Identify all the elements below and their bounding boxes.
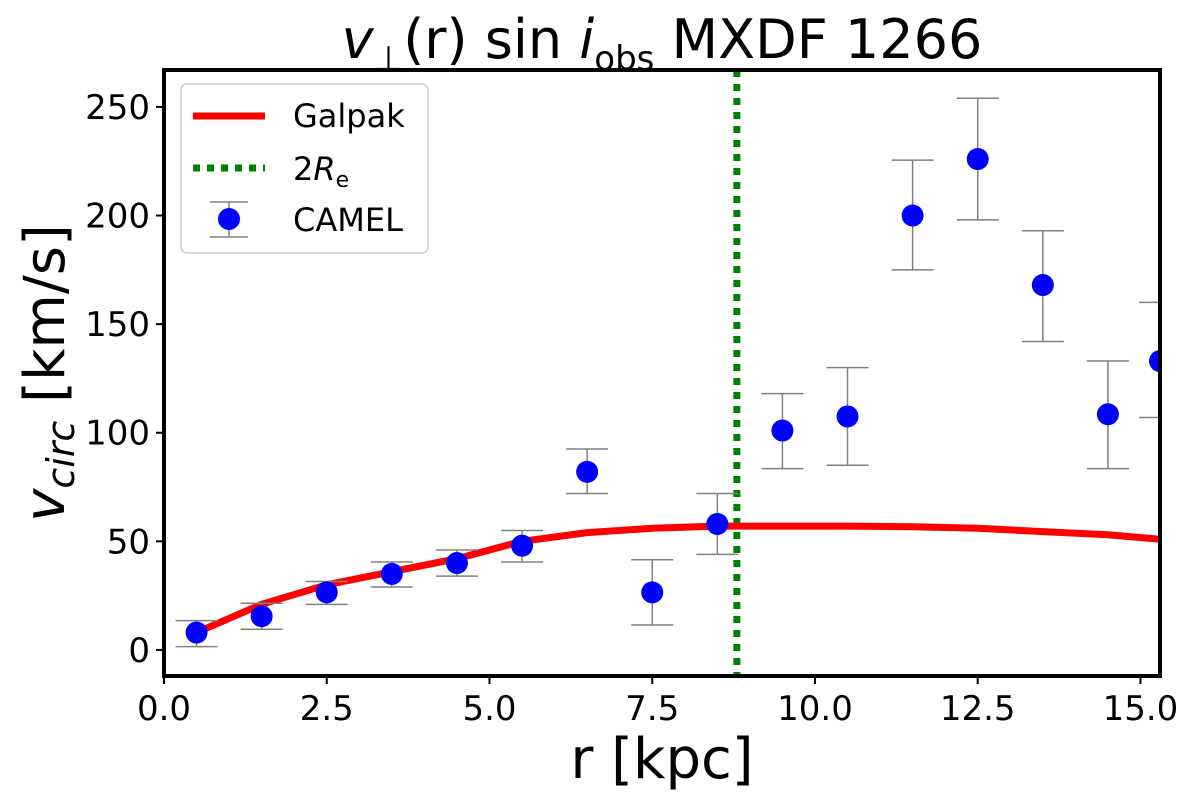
data-point-camel xyxy=(966,148,989,171)
data-point-camel xyxy=(576,460,599,483)
data-point-camel xyxy=(641,581,664,604)
x-axis-ticks: 0.0 2.5 5.0 7.5 10.0 12.5 15.0 xyxy=(137,676,1178,729)
plot-frame xyxy=(162,68,1162,678)
data-point-camel xyxy=(511,534,534,557)
data-point-camel xyxy=(771,419,794,442)
x-axis-title: r [kpc] xyxy=(570,727,753,792)
y-axis-ticks: 0 50 100 150 200 250 xyxy=(85,88,164,671)
x-tick-label: 2.5 xyxy=(300,689,354,729)
legend-label-2re: 2Re xyxy=(293,150,349,193)
data-point-camel xyxy=(380,562,403,585)
data-point-camel xyxy=(706,512,729,535)
y-tick-label: 250 xyxy=(85,88,150,128)
point-layer xyxy=(185,148,1160,644)
data-point-camel xyxy=(836,405,859,428)
data-point-camel xyxy=(250,605,273,628)
y-tick-label: 50 xyxy=(107,522,150,562)
legend-label-galpak: Galpak xyxy=(293,97,405,135)
y-axis-title: vcirc [km/s] xyxy=(13,224,83,522)
y-tick-label: 100 xyxy=(85,414,150,454)
x-tick-label: 10.0 xyxy=(777,689,853,729)
line-layer xyxy=(195,522,1160,636)
data-point-camel xyxy=(445,552,468,575)
data-point-camel xyxy=(185,621,208,644)
legend-box xyxy=(180,83,429,254)
data-point-camel xyxy=(1096,403,1119,426)
data-point-camel xyxy=(1149,350,1160,373)
data-point-camel xyxy=(1031,274,1054,297)
chart-title: v⊥(r) sin iobs MXDF 1266 xyxy=(342,8,983,79)
x-tick-label: 0.0 xyxy=(137,689,191,729)
legend: Galpak 2Re CAMEL xyxy=(180,83,429,254)
x-tick-label: 5.0 xyxy=(462,689,516,729)
data-point-camel xyxy=(901,204,924,227)
series-line-galpak xyxy=(195,522,1160,636)
data-point-camel xyxy=(315,581,338,604)
legend-label-camel: CAMEL xyxy=(293,201,403,239)
y-tick-label: 150 xyxy=(85,305,150,345)
x-tick-label: 15.0 xyxy=(1103,689,1179,729)
legend-swatch-camel-marker xyxy=(218,208,240,230)
x-tick-label: 12.5 xyxy=(940,689,1016,729)
y-tick-label: 200 xyxy=(85,197,150,237)
y-tick-label: 0 xyxy=(128,631,150,671)
x-tick-label: 7.5 xyxy=(625,689,679,729)
